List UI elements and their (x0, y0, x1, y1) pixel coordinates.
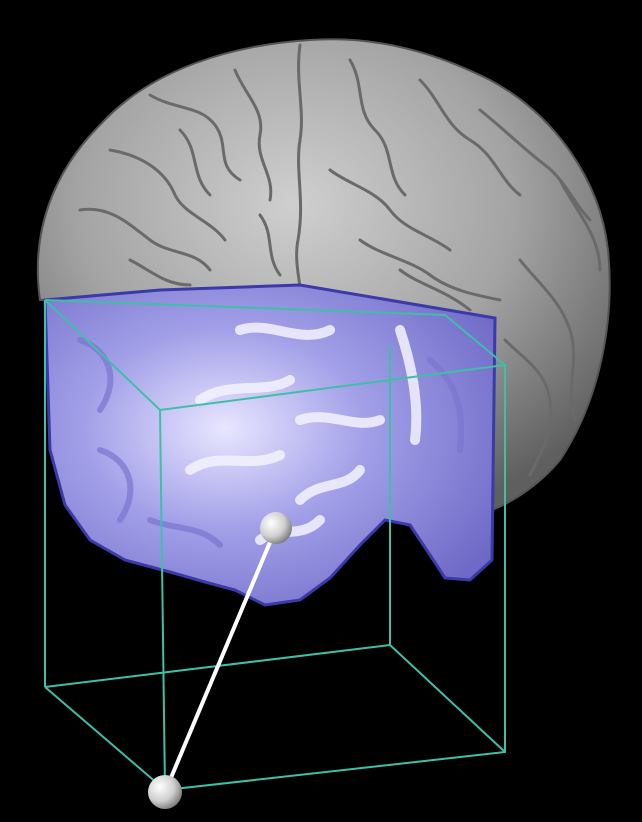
highlight-texture (185, 322, 422, 545)
highlight-folds (77, 337, 465, 548)
probe-target-marker[interactable] (260, 512, 292, 544)
brain-sulci (78, 43, 602, 477)
probe-origin-marker[interactable] (148, 775, 182, 809)
probe-line (148, 512, 292, 809)
brain-render (36, 38, 611, 512)
highlighted-volume (43, 283, 497, 607)
